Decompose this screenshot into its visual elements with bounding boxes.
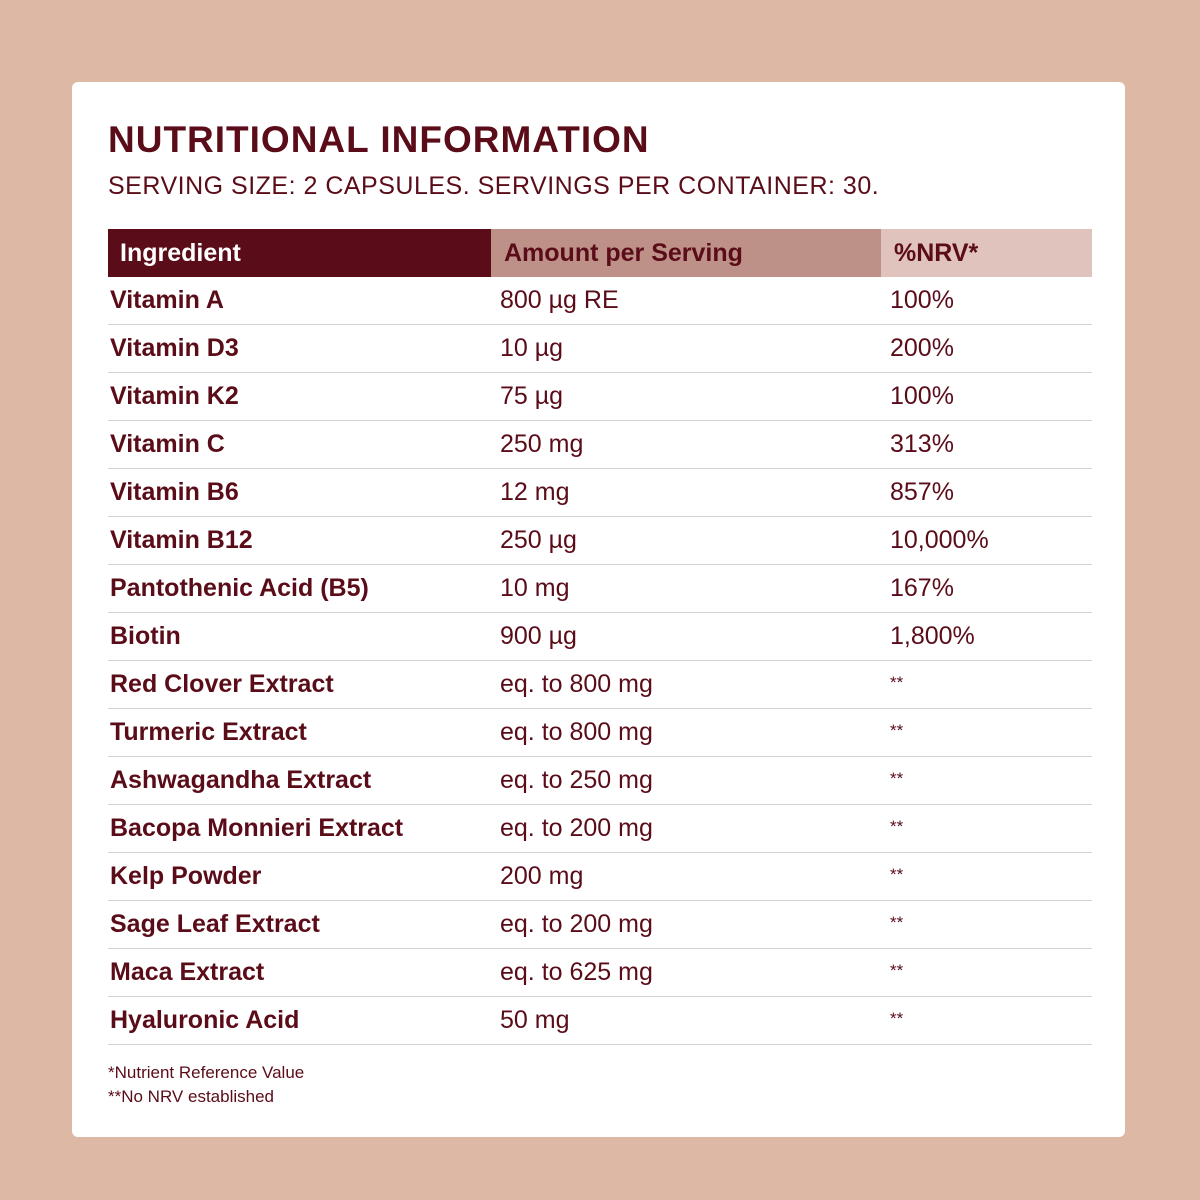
nrv-cell: ** — [890, 865, 904, 884]
ingredient-cell: Vitamin B6 — [110, 478, 239, 506]
header-amount: Amount per Serving — [491, 229, 881, 277]
nrv-cell: ** — [890, 817, 904, 836]
amount-cell: eq. to 200 mg — [500, 910, 653, 938]
ingredient-cell: Turmeric Extract — [110, 718, 307, 746]
ingredient-cell: Vitamin C — [110, 430, 225, 458]
table-row: Biotin 900 µg 1,800% — [108, 613, 1092, 661]
nrv-cell: 167% — [890, 574, 954, 602]
nrv-cell: ** — [890, 913, 904, 932]
footnotes: *Nutrient Reference Value **No NRV estab… — [108, 1061, 304, 1109]
nutrition-table: Ingredient Amount per Serving %NRV* Vita… — [108, 229, 1092, 1045]
nrv-cell: ** — [890, 1009, 904, 1028]
ingredient-cell: Bacopa Monnieri Extract — [110, 814, 404, 842]
nrv-cell: 200% — [890, 334, 954, 362]
table-row: Vitamin C 250 mg 313% — [108, 421, 1092, 469]
ingredient-cell: Hyaluronic Acid — [110, 1006, 300, 1034]
table-row: Turmeric Extract eq. to 800 mg ** — [108, 709, 1092, 757]
ingredient-cell: Kelp Powder — [110, 862, 262, 890]
table-row: Vitamin B12 250 µg 10,000% — [108, 517, 1092, 565]
nrv-cell: 100% — [890, 286, 954, 314]
table-row: Kelp Powder 200 mg ** — [108, 853, 1092, 901]
amount-cell: eq. to 800 mg — [500, 718, 653, 746]
ingredient-cell: Sage Leaf Extract — [110, 910, 320, 938]
amount-cell: eq. to 250 mg — [500, 766, 653, 794]
table-row: Bacopa Monnieri Extract eq. to 200 mg ** — [108, 805, 1092, 853]
ingredient-cell: Vitamin D3 — [110, 334, 239, 362]
ingredient-cell: Maca Extract — [110, 958, 265, 986]
amount-cell: 50 mg — [500, 1006, 570, 1034]
amount-cell: eq. to 625 mg — [500, 958, 653, 986]
nrv-cell: ** — [890, 673, 904, 692]
amount-cell: 200 mg — [500, 862, 584, 890]
nutrition-card: NUTRITIONAL INFORMATION SERVING SIZE: 2 … — [72, 82, 1125, 1137]
table-row: Maca Extract eq. to 625 mg ** — [108, 949, 1092, 997]
ingredient-cell: Vitamin A — [110, 286, 224, 314]
amount-cell: eq. to 200 mg — [500, 814, 653, 842]
ingredient-cell: Ashwagandha Extract — [110, 766, 372, 794]
page-title: NUTRITIONAL INFORMATION — [108, 119, 650, 160]
amount-cell: 10 mg — [500, 574, 570, 602]
ingredient-cell: Vitamin K2 — [110, 382, 239, 410]
ingredient-cell: Vitamin B12 — [110, 526, 253, 554]
amount-cell: 250 mg — [500, 430, 584, 458]
table-row: Vitamin D3 10 µg 200% — [108, 325, 1092, 373]
nrv-cell: 1,800% — [890, 622, 975, 650]
amount-cell: 75 µg — [500, 382, 564, 410]
footnote-nrv: *Nutrient Reference Value — [108, 1063, 305, 1082]
footnote-no-nrv: **No NRV established — [108, 1087, 274, 1106]
nrv-cell: ** — [890, 961, 904, 980]
table-row: Sage Leaf Extract eq. to 200 mg ** — [108, 901, 1092, 949]
table-row: Vitamin K2 75 µg 100% — [108, 373, 1092, 421]
nrv-cell: 100% — [890, 382, 954, 410]
nrv-cell: ** — [890, 721, 904, 740]
ingredient-cell: Biotin — [110, 622, 181, 650]
header-nrv: %NRV* — [881, 229, 1092, 277]
ingredient-cell: Red Clover Extract — [110, 670, 334, 698]
header-ingredient: Ingredient — [108, 229, 491, 277]
amount-cell: 250 µg — [500, 526, 577, 554]
table-row: Ashwagandha Extract eq. to 250 mg ** — [108, 757, 1092, 805]
nrv-cell: 313% — [890, 430, 954, 458]
amount-cell: 10 µg — [500, 334, 564, 362]
amount-cell: 12 mg — [500, 478, 570, 506]
table-row: Pantothenic Acid (B5) 10 mg 167% — [108, 565, 1092, 613]
table-row: Vitamin A 800 µg RE 100% — [108, 277, 1092, 325]
ingredient-cell: Pantothenic Acid (B5) — [110, 574, 369, 602]
serving-info: SERVING SIZE: 2 CAPSULES. SERVINGS PER C… — [108, 172, 880, 200]
nrv-cell: 10,000% — [890, 526, 989, 554]
table-row: Hyaluronic Acid 50 mg ** — [108, 997, 1092, 1045]
table-body: Vitamin A 800 µg RE 100% Vitamin D3 10 µg 200… — [108, 277, 1092, 1045]
amount-cell: 900 µg — [500, 622, 577, 650]
table-row: Vitamin B6 12 mg 857% — [108, 469, 1092, 517]
table-header: Ingredient Amount per Serving %NRV* — [108, 229, 1092, 277]
nrv-cell: ** — [890, 769, 904, 788]
amount-cell: 800 µg RE — [500, 286, 619, 314]
amount-cell: eq. to 800 mg — [500, 670, 653, 698]
nrv-cell: 857% — [890, 478, 954, 506]
table-row: Red Clover Extract eq. to 800 mg ** — [108, 661, 1092, 709]
